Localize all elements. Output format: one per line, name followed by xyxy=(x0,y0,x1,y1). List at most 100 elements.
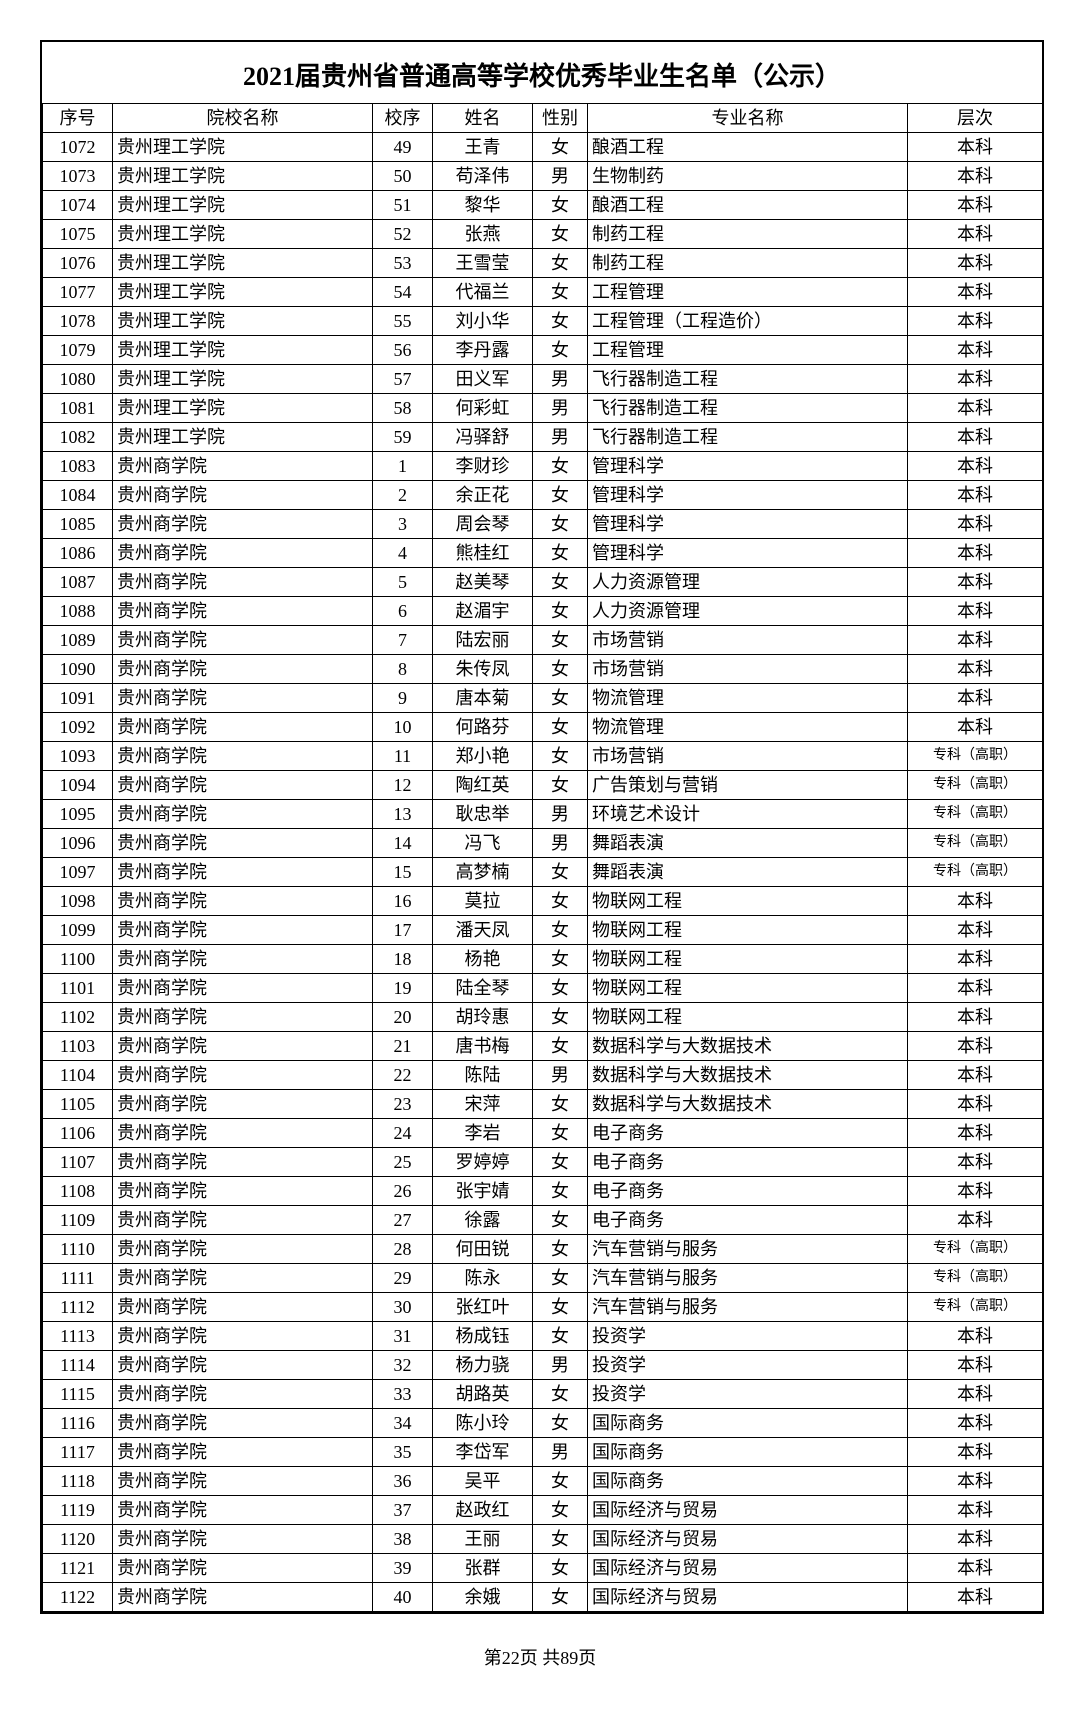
cell-sex: 女 xyxy=(533,452,588,481)
cell-school: 贵州商学院 xyxy=(113,713,373,742)
cell-order: 30 xyxy=(373,1293,433,1322)
cell-major: 飞行器制造工程 xyxy=(588,394,908,423)
cell-sex: 男 xyxy=(533,1351,588,1380)
cell-major: 工程管理 xyxy=(588,336,908,365)
cell-sex: 男 xyxy=(533,1061,588,1090)
cell-school: 贵州商学院 xyxy=(113,1235,373,1264)
table-row: 1098贵州商学院16莫拉女物联网工程本科 xyxy=(43,887,1043,916)
cell-order: 59 xyxy=(373,423,433,452)
cell-name: 潘天凤 xyxy=(433,916,533,945)
cell-school: 贵州商学院 xyxy=(113,1090,373,1119)
cell-school: 贵州商学院 xyxy=(113,1032,373,1061)
cell-sex: 女 xyxy=(533,1380,588,1409)
cell-level: 本科 xyxy=(908,1061,1043,1090)
cell-seq: 1085 xyxy=(43,510,113,539)
table-row: 1105贵州商学院23宋萍女数据科学与大数据技术本科 xyxy=(43,1090,1043,1119)
cell-order: 24 xyxy=(373,1119,433,1148)
cell-level: 专科（高职） xyxy=(908,800,1043,829)
table-row: 1082贵州理工学院59冯驿舒男飞行器制造工程本科 xyxy=(43,423,1043,452)
cell-level: 本科 xyxy=(908,1090,1043,1119)
table-row: 1104贵州商学院22陈陆男数据科学与大数据技术本科 xyxy=(43,1061,1043,1090)
table-row: 1078贵州理工学院55刘小华女工程管理（工程造价）本科 xyxy=(43,307,1043,336)
cell-school: 贵州商学院 xyxy=(113,684,373,713)
cell-school: 贵州理工学院 xyxy=(113,162,373,191)
cell-name: 王雪莹 xyxy=(433,249,533,278)
header-seq: 序号 xyxy=(43,104,113,133)
cell-name: 余正花 xyxy=(433,481,533,510)
table-row: 1108贵州商学院26张宇婧女电子商务本科 xyxy=(43,1177,1043,1206)
cell-order: 36 xyxy=(373,1467,433,1496)
cell-major: 生物制药 xyxy=(588,162,908,191)
cell-level: 本科 xyxy=(908,655,1043,684)
cell-seq: 1073 xyxy=(43,162,113,191)
cell-major: 物联网工程 xyxy=(588,1003,908,1032)
cell-major: 制药工程 xyxy=(588,249,908,278)
cell-seq: 1095 xyxy=(43,800,113,829)
cell-level: 本科 xyxy=(908,1032,1043,1061)
table-row: 1091贵州商学院9唐本菊女物流管理本科 xyxy=(43,684,1043,713)
cell-major: 电子商务 xyxy=(588,1177,908,1206)
cell-order: 5 xyxy=(373,568,433,597)
cell-order: 25 xyxy=(373,1148,433,1177)
cell-major: 工程管理（工程造价） xyxy=(588,307,908,336)
cell-sex: 女 xyxy=(533,1090,588,1119)
cell-school: 贵州商学院 xyxy=(113,1380,373,1409)
cell-major: 酿酒工程 xyxy=(588,133,908,162)
cell-name: 胡玲惠 xyxy=(433,1003,533,1032)
cell-level: 本科 xyxy=(908,1322,1043,1351)
cell-seq: 1084 xyxy=(43,481,113,510)
cell-level: 本科 xyxy=(908,394,1043,423)
cell-order: 17 xyxy=(373,916,433,945)
cell-order: 9 xyxy=(373,684,433,713)
cell-name: 李岱军 xyxy=(433,1438,533,1467)
table-row: 1092贵州商学院10何路芬女物流管理本科 xyxy=(43,713,1043,742)
cell-seq: 1089 xyxy=(43,626,113,655)
cell-school: 贵州商学院 xyxy=(113,1351,373,1380)
table-row: 1076贵州理工学院53王雪莹女制药工程本科 xyxy=(43,249,1043,278)
cell-seq: 1116 xyxy=(43,1409,113,1438)
cell-sex: 女 xyxy=(533,278,588,307)
cell-major: 投资学 xyxy=(588,1322,908,1351)
cell-order: 35 xyxy=(373,1438,433,1467)
cell-school: 贵州商学院 xyxy=(113,771,373,800)
cell-order: 38 xyxy=(373,1525,433,1554)
cell-major: 国际经济与贸易 xyxy=(588,1525,908,1554)
cell-order: 19 xyxy=(373,974,433,1003)
cell-level: 本科 xyxy=(908,365,1043,394)
cell-sex: 女 xyxy=(533,191,588,220)
cell-level: 本科 xyxy=(908,1554,1043,1583)
cell-name: 宋萍 xyxy=(433,1090,533,1119)
table-row: 1114贵州商学院32杨力骁男投资学本科 xyxy=(43,1351,1043,1380)
cell-seq: 1112 xyxy=(43,1293,113,1322)
cell-major: 国际商务 xyxy=(588,1467,908,1496)
cell-school: 贵州商学院 xyxy=(113,1206,373,1235)
cell-level: 本科 xyxy=(908,1380,1043,1409)
cell-seq: 1111 xyxy=(43,1264,113,1293)
cell-seq: 1099 xyxy=(43,916,113,945)
cell-major: 国际经济与贸易 xyxy=(588,1554,908,1583)
cell-sex: 女 xyxy=(533,336,588,365)
cell-order: 15 xyxy=(373,858,433,887)
cell-school: 贵州商学院 xyxy=(113,916,373,945)
cell-sex: 女 xyxy=(533,1148,588,1177)
cell-name: 陆宏丽 xyxy=(433,626,533,655)
cell-major: 广告策划与营销 xyxy=(588,771,908,800)
cell-level: 本科 xyxy=(908,452,1043,481)
cell-seq: 1090 xyxy=(43,655,113,684)
cell-order: 52 xyxy=(373,220,433,249)
cell-sex: 女 xyxy=(533,220,588,249)
cell-level: 本科 xyxy=(908,1119,1043,1148)
cell-major: 物联网工程 xyxy=(588,974,908,1003)
cell-seq: 1097 xyxy=(43,858,113,887)
cell-school: 贵州商学院 xyxy=(113,655,373,684)
graduate-table: 序号 院校名称 校序 姓名 性别 专业名称 层次 1072贵州理工学院49王青女… xyxy=(42,103,1043,1612)
cell-name: 陈陆 xyxy=(433,1061,533,1090)
cell-seq: 1106 xyxy=(43,1119,113,1148)
cell-name: 耿忠举 xyxy=(433,800,533,829)
cell-order: 49 xyxy=(373,133,433,162)
cell-major: 国际经济与贸易 xyxy=(588,1583,908,1612)
cell-name: 苟泽伟 xyxy=(433,162,533,191)
cell-sex: 女 xyxy=(533,1554,588,1583)
cell-sex: 女 xyxy=(533,1032,588,1061)
cell-school: 贵州商学院 xyxy=(113,742,373,771)
